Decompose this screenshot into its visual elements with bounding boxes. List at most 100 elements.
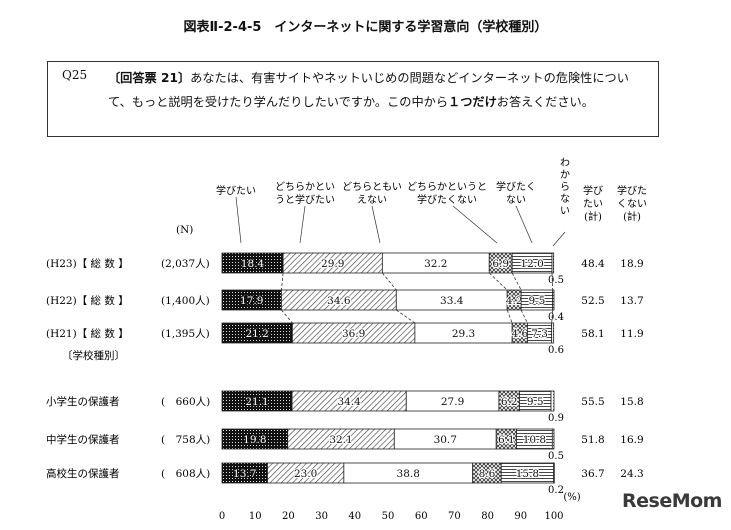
connector-line [488,272,508,291]
question-box: Q25 〔回答票 21〕あなたは、有害サイトやネットいじめの問題などインターネッ… [47,61,659,137]
data-label: 27.9 [441,396,464,408]
question-card: 〔回答票 21〕 [108,71,191,85]
n-header: (N) [176,224,193,236]
data-label: 10.8 [523,434,546,446]
data-label: 0.5 [548,275,564,286]
summary-value: 13.7 [620,295,643,307]
data-label: 34.6 [327,295,351,307]
connector-line [520,309,528,324]
summary-header: たい [583,198,603,210]
legend-label-vertical: な [560,193,570,205]
data-label: 29.3 [452,328,475,340]
resemom-logo: ReseMom [622,490,722,512]
category-n: (2,037人) [161,258,210,270]
data-label: 18.4 [241,258,265,270]
data-label: 4.2 [506,295,523,307]
data-label: 36.9 [342,328,365,340]
connector-line [551,309,554,324]
legend-label: 学びたくない [417,193,477,206]
data-label: 38.8 [397,468,420,480]
legend-label: うと学びたい [275,193,335,206]
x-tick-label: 80 [481,511,494,522]
category-label: (H21)【 総 数 】 [46,327,129,340]
data-label: 19.8 [243,434,266,446]
connector-line [506,309,513,324]
summary-header: (計) [623,210,641,223]
summary-header: くない [617,198,647,210]
legend-label: どちらともい [342,181,402,193]
data-label: 30.7 [434,434,457,446]
summary-value: 16.9 [620,434,643,446]
data-label: 0.5 [548,451,564,462]
data-label: 32.2 [424,258,447,270]
summary-value: 48.4 [581,258,605,270]
summary-value: 52.5 [581,295,604,307]
x-tick-label: 0 [219,511,225,522]
data-label: 21.1 [245,396,268,408]
data-label: 0.4 [548,312,564,323]
data-label: 13.7 [233,468,256,480]
summary-value: 11.9 [620,328,643,340]
bar-segment [553,462,555,484]
summary-value: 51.8 [581,434,604,446]
connector-line [281,309,293,324]
legend-leader [235,196,242,244]
bar-segment [551,428,555,450]
data-label: 6.2 [501,396,518,408]
data-label: 17.9 [240,295,263,307]
question-id: Q25 [62,68,88,82]
category-label: (H23)【 総 数 】 [46,257,129,270]
legend-label: どちらかとい [275,181,335,193]
legend-label: どちらかというと [407,181,487,193]
legend-leader [299,205,306,244]
data-label: 0.6 [548,345,564,356]
data-label: 23.0 [294,468,317,480]
unit-label: (%) [563,492,580,503]
data-label: 0.2 [548,485,564,496]
bar-segment [550,390,555,412]
x-tick-label: 90 [514,511,527,522]
legend-label-vertical: わ [560,157,570,169]
x-tick-label: 60 [415,511,428,522]
group-label: 〔学校種別〕 [62,349,125,362]
data-label: 6.1 [498,434,515,446]
data-label: 8.6 [479,468,496,480]
data-label: 0.9 [548,413,564,424]
x-tick-label: 50 [382,511,395,522]
figure-title: 図表Ⅱ-2-4-5 インターネットに関する学習意向（学校種別） [183,20,548,35]
category-n: ( 758人) [161,434,210,446]
legend-label: 学びたく [496,180,536,193]
summary-header: 学び [583,184,603,197]
question-text-part-1: あなたは、有害サイトやネットいじめの問題などインターネットの危険性について、もっ… [108,71,629,109]
category-label: 中学生の保護者 [46,433,120,446]
summary-value: 55.5 [581,396,604,408]
connector-line [511,272,522,291]
data-label: 34.4 [337,396,361,408]
category-label: 小学生の保護者 [46,395,120,408]
x-tick-label: 100 [544,511,563,522]
x-tick-label: 70 [448,511,461,522]
summary-value: 24.3 [620,468,643,480]
data-label: 7.3 [531,328,548,340]
summary-header: 学びた [617,184,647,197]
x-tick-label: 30 [315,511,328,522]
connector-line [281,272,284,291]
data-label: 15.8 [516,468,539,480]
legend-label: 学びたい [216,184,256,197]
category-n: (1,395人) [161,328,210,340]
legend-label-vertical: か [560,169,570,181]
data-label: 29.9 [321,258,344,270]
connector-line [382,272,397,291]
x-tick-label: 20 [282,511,295,522]
data-label: 4.6 [511,328,528,340]
category-n: (1,400人) [161,295,210,307]
legend-label: ない [506,194,526,206]
x-tick-label: 40 [348,511,361,522]
question-text: 〔回答票 21〕あなたは、有害サイトやネットいじめの問題などインターネットの危険… [108,66,638,114]
legend-leader [552,231,566,247]
data-label: 12.0 [520,258,543,270]
legend-leader [452,205,498,244]
data-label: 32.1 [329,434,352,446]
legend-label-vertical: い [560,206,570,217]
